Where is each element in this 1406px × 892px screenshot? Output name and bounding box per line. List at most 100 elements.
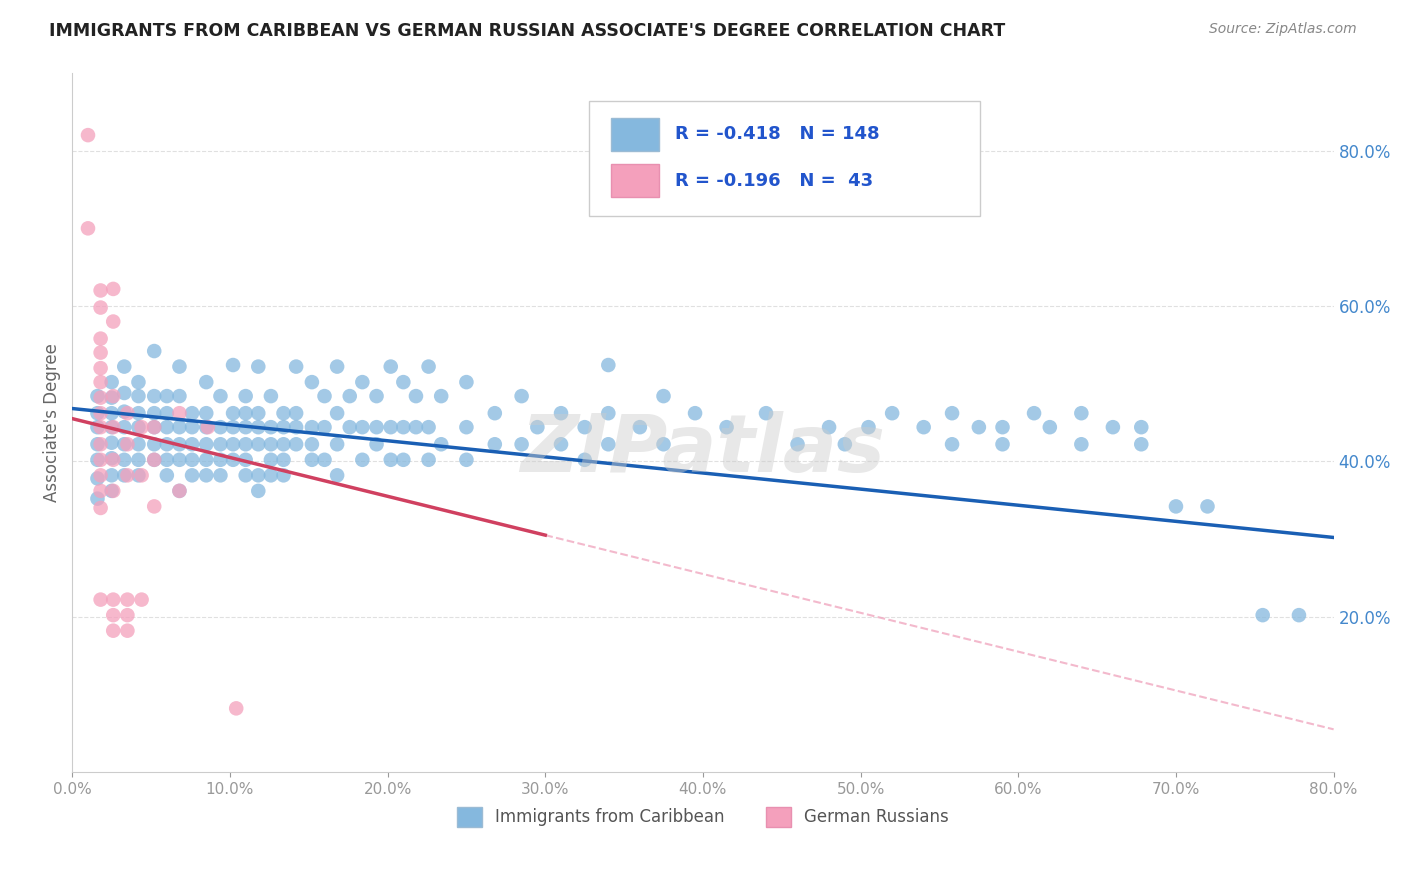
Point [131, 592, 153, 607]
Point [181, 468, 204, 483]
Point [314, 420, 336, 434]
Point [100, 420, 122, 434]
Point [143, 406, 166, 420]
Point [143, 452, 166, 467]
Point [550, 437, 572, 451]
Point [235, 420, 257, 434]
Point [127, 375, 149, 389]
Point [222, 452, 245, 467]
Point [247, 437, 270, 451]
Point [598, 406, 620, 420]
Point [117, 406, 139, 420]
Point [380, 452, 402, 467]
Point [652, 437, 675, 451]
Point [143, 420, 166, 434]
Point [235, 468, 257, 483]
Point [103, 282, 125, 296]
Point [127, 420, 149, 434]
Point [247, 420, 270, 434]
Point [127, 406, 149, 420]
Point [598, 358, 620, 372]
Point [156, 389, 179, 403]
Point [156, 452, 179, 467]
Point [235, 406, 257, 420]
Point [181, 437, 204, 451]
Point [103, 592, 125, 607]
Point [380, 420, 402, 434]
Point [90, 345, 112, 359]
Point [222, 358, 245, 372]
Point [127, 468, 149, 483]
Point [366, 389, 388, 403]
Text: R = -0.418   N = 148: R = -0.418 N = 148 [675, 126, 880, 144]
Point [103, 483, 125, 498]
Point [86, 437, 108, 451]
Point [90, 301, 112, 315]
Point [273, 406, 295, 420]
Point [222, 437, 245, 451]
Point [100, 391, 122, 405]
Point [131, 420, 153, 434]
Point [247, 359, 270, 374]
Point [86, 471, 108, 485]
Point [574, 452, 596, 467]
Point [285, 420, 308, 434]
Point [169, 359, 191, 374]
Point [86, 406, 108, 420]
Point [301, 420, 323, 434]
Point [941, 406, 963, 420]
Point [112, 437, 135, 451]
Point [112, 404, 135, 418]
Point [235, 452, 257, 467]
Point [112, 386, 135, 401]
Point [366, 437, 388, 451]
Point [235, 389, 257, 403]
Point [77, 221, 100, 235]
Point [285, 437, 308, 451]
FancyBboxPatch shape [610, 118, 659, 152]
Text: ZIPatlas: ZIPatlas [520, 411, 886, 490]
Point [392, 420, 415, 434]
Point [112, 420, 135, 434]
Point [143, 437, 166, 451]
Point [86, 452, 108, 467]
Point [912, 420, 935, 434]
Point [195, 437, 218, 451]
FancyBboxPatch shape [589, 101, 980, 216]
Point [209, 468, 232, 483]
Point [86, 491, 108, 506]
Point [574, 420, 596, 434]
Point [418, 359, 440, 374]
Point [169, 406, 191, 420]
Point [339, 420, 361, 434]
Point [818, 420, 841, 434]
Point [100, 468, 122, 483]
Point [273, 468, 295, 483]
Point [967, 420, 990, 434]
Point [260, 468, 283, 483]
Point [209, 420, 232, 434]
Point [77, 128, 100, 142]
Point [366, 420, 388, 434]
Point [143, 344, 166, 359]
Point [1039, 420, 1062, 434]
Point [352, 452, 374, 467]
Point [156, 420, 179, 434]
Point [100, 483, 122, 498]
Point [195, 468, 218, 483]
Point [209, 437, 232, 451]
Point [326, 437, 349, 451]
Point [117, 624, 139, 638]
Point [90, 406, 112, 420]
Point [131, 468, 153, 483]
Point [112, 452, 135, 467]
Point [484, 406, 506, 420]
Point [1022, 406, 1045, 420]
Point [90, 452, 112, 467]
Point [143, 452, 166, 467]
Point [314, 389, 336, 403]
Point [195, 420, 218, 434]
Point [222, 420, 245, 434]
Point [169, 483, 191, 498]
Point [195, 375, 218, 389]
